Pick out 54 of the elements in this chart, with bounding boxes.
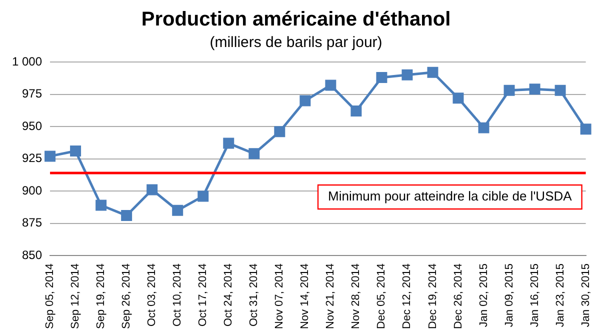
- point: [121, 210, 132, 222]
- point: [96, 200, 107, 211]
- point: [427, 66, 438, 78]
- point: [248, 148, 260, 160]
- x-tick-label: Jan 16, 2015: [528, 264, 541, 328]
- x-tick-label: Nov 21, 2014: [324, 264, 337, 329]
- chart-title: Production américaine d'éthanol: [141, 8, 451, 31]
- point: [452, 92, 464, 104]
- x-tick-label: Oct 03, 2014: [146, 264, 158, 327]
- x-tick-label: Dec 12, 2014: [401, 264, 414, 329]
- y-tick-label: 1 000: [12, 54, 42, 68]
- x-tick-label: Nov 07, 2014: [274, 264, 286, 329]
- point: [580, 124, 592, 135]
- y-tick-label: 925: [22, 151, 42, 166]
- point: [172, 204, 184, 216]
- point: [554, 84, 566, 96]
- point: [402, 69, 413, 80]
- point: [274, 126, 286, 138]
- x-tick-label: Nov 14, 2014: [299, 264, 312, 329]
- x-tick-label: Jan 23, 2015: [554, 264, 566, 328]
- y-tick-label: 900: [22, 183, 42, 198]
- x-tick-label: Dec 26, 2014: [452, 264, 464, 329]
- x-tick-label: Oct 10, 2014: [172, 264, 184, 327]
- point: [44, 150, 56, 162]
- point: [70, 146, 82, 157]
- point: [300, 95, 311, 106]
- x-tick-label: Oct 17, 2014: [197, 264, 210, 327]
- point: [350, 106, 362, 117]
- y-tick-label: 875: [22, 216, 42, 230]
- x-tick-label: Dec 05, 2014: [376, 264, 388, 329]
- chart-subtitle: (milliers de barils par jour): [210, 34, 382, 52]
- y-tick-label: 975: [22, 86, 42, 101]
- x-tick-label: Sep 12, 2014: [70, 264, 82, 330]
- point: [223, 138, 234, 149]
- x-tick-label: Jan 09, 2015: [503, 264, 516, 328]
- point: [146, 184, 158, 196]
- point: [504, 84, 515, 96]
- point: [198, 190, 209, 202]
- y-tick-label: 850: [22, 248, 42, 262]
- x-tick-label: Nov 28, 2014: [350, 264, 362, 329]
- point: [478, 122, 490, 134]
- x-tick-label: Sep 05, 2014: [44, 264, 56, 330]
- x-tick-label: Oct 31, 2014: [248, 264, 260, 327]
- point: [529, 84, 540, 95]
- ref-line-label: Minimum pour atteindre la cible de l'USDA: [328, 188, 572, 204]
- point: [376, 72, 388, 83]
- x-tick-label: Jan 02, 2015: [478, 264, 490, 328]
- x-tick-label: Oct 24, 2014: [222, 264, 235, 327]
- x-tick-label: Sep 19, 2014: [95, 264, 108, 330]
- x-tick-label: Sep 26, 2014: [120, 264, 133, 330]
- x-tick-label: Jan 30, 2015: [580, 264, 592, 328]
- point: [325, 80, 336, 91]
- y-tick-label: 950: [22, 118, 42, 133]
- x-tick-label: Dec 19, 2014: [426, 264, 439, 329]
